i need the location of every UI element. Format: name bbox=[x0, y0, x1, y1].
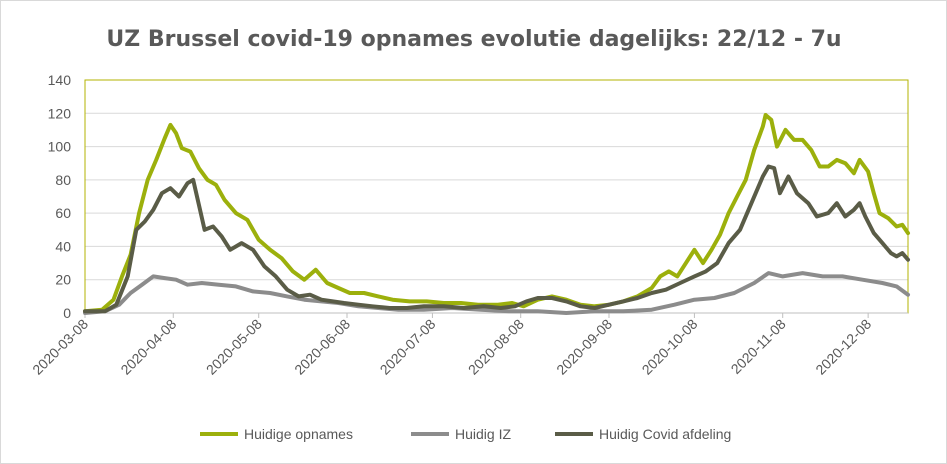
x-tick-label: 2020-11-08 bbox=[728, 316, 789, 377]
y-tick-label: 80 bbox=[55, 172, 71, 188]
y-tick-label: 20 bbox=[55, 272, 71, 288]
legend-label: Huidige opnames bbox=[244, 426, 353, 442]
legend: Huidige opnames Huidig IZ Huidig Covid afd… bbox=[200, 426, 731, 442]
series-lines bbox=[83, 113, 910, 315]
y-tick-label: 140 bbox=[48, 72, 72, 88]
series-line-2 bbox=[83, 271, 910, 315]
x-axis: 2020-03-08 2020-04-08 2020-05-08 2020-06-08… bbox=[29, 312, 908, 378]
x-tick-label: 2020-07-08 bbox=[377, 316, 439, 378]
x-tick-label: 2020-03-08 bbox=[29, 316, 91, 378]
x-tick-label: 2020-09-08 bbox=[553, 316, 615, 378]
x-tick-label: 2020-10-08 bbox=[639, 316, 701, 378]
x-tick-label: 2020-08-08 bbox=[465, 316, 527, 378]
y-axis: 0 20 40 60 80 100 120 140 bbox=[48, 72, 72, 321]
x-tick-label: 2020-12-08 bbox=[812, 316, 874, 378]
series-line-3 bbox=[83, 164, 910, 314]
x-tick-label: 2020-06-08 bbox=[291, 316, 353, 378]
y-tick-label: 100 bbox=[48, 139, 72, 155]
legend-label: Huidig IZ bbox=[455, 426, 511, 442]
legend-label: Huidig Covid afdeling bbox=[599, 426, 731, 442]
gridlines bbox=[85, 112, 908, 281]
x-tick-label: 2020-05-08 bbox=[203, 316, 265, 378]
x-tick-label: 2020-04-08 bbox=[117, 316, 179, 378]
chart-title: UZ Brussel covid-19 opnames evolutie dag… bbox=[106, 27, 841, 52]
y-tick-label: 60 bbox=[55, 205, 71, 221]
y-tick-label: 0 bbox=[63, 305, 71, 321]
y-tick-label: 40 bbox=[55, 238, 71, 254]
y-tick-label: 120 bbox=[48, 105, 72, 121]
